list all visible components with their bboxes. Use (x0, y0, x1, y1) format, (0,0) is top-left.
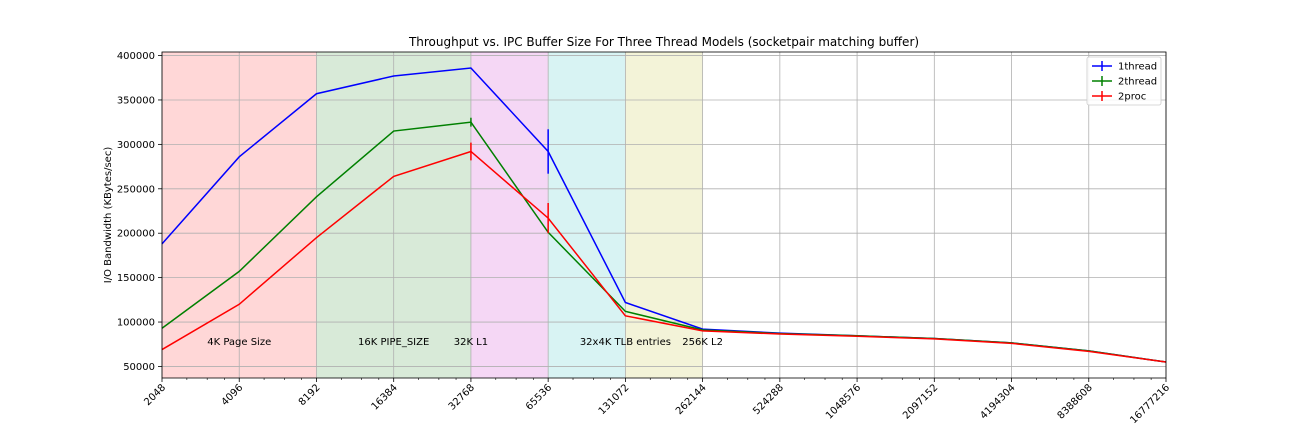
legend-label-2proc: 2proc (1118, 92, 1146, 103)
x-tick-label-7: 262144 (674, 382, 709, 417)
x-tick-label-2: 8192 (297, 382, 323, 408)
region-label-1: 16K PIPE_SIZE (358, 337, 429, 348)
legend-box (1086, 56, 1162, 106)
y-tick-label-6: 350000 (117, 95, 155, 106)
chart-title: Throughput vs. IPC Buffer Size For Three… (408, 35, 919, 49)
y-tick-label-2: 150000 (117, 273, 155, 284)
y-tick-label-7: 400000 (117, 51, 155, 62)
data-series (161, 67, 1167, 363)
region-label-3: 32x4K TLB entries (580, 337, 671, 348)
x-tick-label-10: 2097152 (901, 382, 940, 421)
x-tick-label-0: 2048 (142, 382, 168, 408)
region-label-0: 4K Page Size (207, 337, 271, 348)
region-band-3 (548, 52, 626, 378)
y-tick-label-3: 200000 (117, 229, 155, 240)
y-tick-label-5: 300000 (117, 140, 155, 151)
region-annotations: 4K Page Size 16K PIPE_SIZE 32K L1 32x4K TLB… (207, 337, 723, 348)
shaded-regions (162, 52, 703, 378)
legend-label-2thread: 2thread (1118, 77, 1157, 88)
y-tick-label-1: 100000 (117, 318, 155, 329)
region-label-4: 256K L2 (682, 337, 723, 348)
x-tick-label-3: 16384 (370, 382, 400, 412)
x-tick-label-8: 524288 (751, 382, 786, 417)
x-tick-label-5: 65536 (524, 382, 554, 412)
y-tick-label-4: 250000 (117, 184, 155, 195)
region-label-2: 32K L1 (454, 337, 488, 348)
x-tick-label-11: 4194304 (978, 382, 1017, 421)
x-tick-label-13: 16777216 (1128, 382, 1172, 426)
x-tick-label-9: 1048576 (824, 382, 863, 421)
x-tick-label-12: 8388608 (1056, 382, 1095, 421)
plot-frame (161, 51, 1167, 379)
legend: 1thread 2thread 2proc (1086, 56, 1162, 106)
y-tick-label-0: 50000 (123, 362, 155, 373)
y-axis-label: I/O Bandwidth (KBytes/sec) (103, 147, 114, 284)
legend-label-1thread: 1thread (1118, 62, 1157, 73)
x-tick-label-1: 4096 (220, 382, 246, 408)
x-tick-label-4: 32768 (447, 382, 477, 412)
series-line-2proc (161, 150, 1167, 363)
x-tick-label-6: 131072 (597, 382, 632, 417)
